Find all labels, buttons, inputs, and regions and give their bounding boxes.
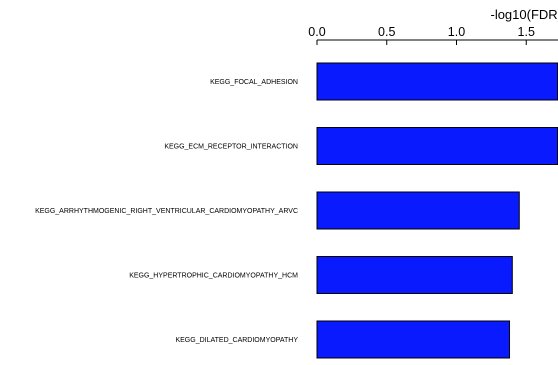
x-axis-title: -log10(FDR): [490, 7, 558, 22]
category-label: KEGG_ARRHYTHMOGENIC_RIGHT_VENTRICULAR_CA…: [35, 208, 298, 215]
category-label: KEGG_DILATED_CARDIOMYOPATHY: [175, 337, 298, 344]
x-tick-label: 1.5: [518, 25, 535, 39]
bars: [316, 62, 558, 359]
x-axis: 0.00.51.01.52.02.53.0: [308, 25, 558, 45]
category-labels: KEGG_FOCAL_ADHESION KEGG_ECM_RECEPTOR_INT…: [35, 79, 298, 344]
x-tick-label: 1.0: [448, 25, 465, 39]
bar: [316, 127, 558, 165]
bar: [316, 191, 520, 230]
bar: [316, 256, 513, 294]
x-tick-label: 0.0: [308, 25, 325, 39]
x-tick-label: 0.5: [378, 25, 395, 39]
bar: [316, 320, 511, 359]
category-label: KEGG_ECM_RECEPTOR_INTERACTION: [164, 144, 298, 151]
category-label: KEGG_FOCAL_ADHESION: [210, 79, 298, 86]
category-label: KEGG_HYPERTROPHIC_CARDIOMYOPATHY_HCM: [129, 273, 298, 280]
bar: [316, 62, 558, 101]
